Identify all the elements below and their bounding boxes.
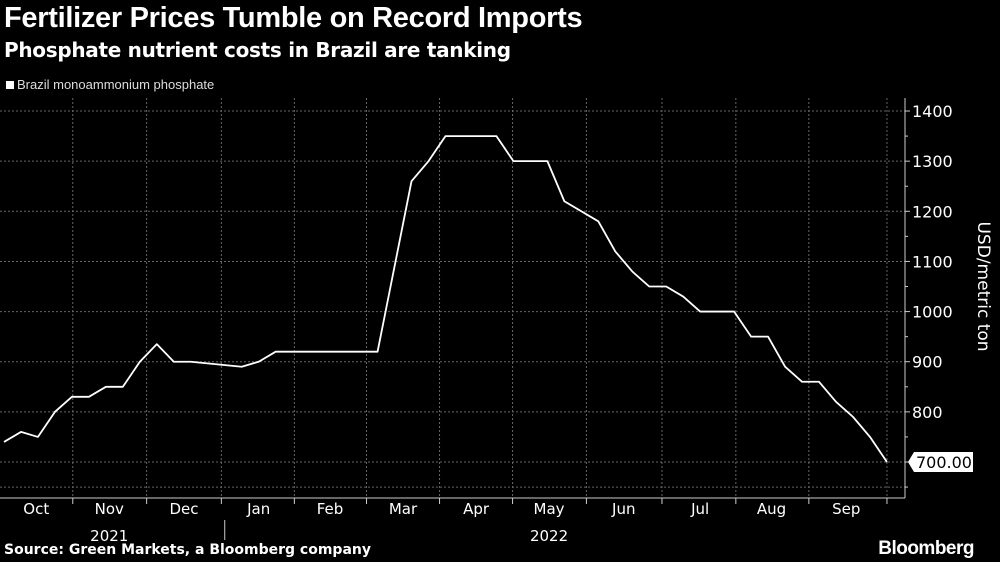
x-tick-label: Aug bbox=[757, 500, 786, 518]
y-tick-label: 800 bbox=[912, 403, 943, 422]
x-tick-label: Nov bbox=[95, 500, 124, 518]
x-tick-label: Feb bbox=[317, 500, 344, 518]
x-tick-label: May bbox=[534, 500, 565, 518]
x-tick-label: Sep bbox=[832, 500, 860, 518]
year-label: 2022 bbox=[530, 527, 568, 545]
y-tick-label: 900 bbox=[912, 353, 943, 372]
chart-subtitle: Phosphate nutrient costs in Brazil are t… bbox=[4, 38, 511, 62]
series-line bbox=[3, 135, 888, 463]
y-axis-label: USD/metric ton bbox=[973, 221, 993, 351]
x-tick-label: Jan bbox=[246, 500, 270, 518]
source-note: Source: Green Markets, a Bloomberg compa… bbox=[4, 542, 371, 558]
x-tick-label: Jun bbox=[611, 500, 635, 518]
x-tick-label: Mar bbox=[389, 500, 418, 518]
last-value-label: 700.00 bbox=[916, 453, 972, 472]
year-label: 2021 bbox=[90, 527, 128, 545]
x-tick-label: Apr bbox=[463, 500, 490, 518]
x-tick-label: Dec bbox=[169, 500, 198, 518]
y-tick-label: 1400 bbox=[912, 102, 953, 121]
y-tick-label: 1100 bbox=[912, 252, 953, 271]
x-tick-label: Jul bbox=[690, 500, 709, 518]
bloomberg-logo: Bloomberg bbox=[878, 538, 974, 559]
last-value-tag bbox=[908, 452, 973, 472]
legend-label: Brazil monoammonium phosphate bbox=[17, 77, 215, 92]
legend: Brazil monoammonium phosphate bbox=[6, 77, 214, 92]
legend-swatch bbox=[6, 80, 14, 89]
x-tick-label: Oct bbox=[23, 500, 49, 518]
chart-title: Fertilizer Prices Tumble on Record Impor… bbox=[4, 2, 583, 34]
y-tick-label: 1200 bbox=[912, 202, 953, 221]
y-tick-label: 1300 bbox=[912, 152, 953, 171]
y-tick-label: 1000 bbox=[912, 303, 953, 322]
